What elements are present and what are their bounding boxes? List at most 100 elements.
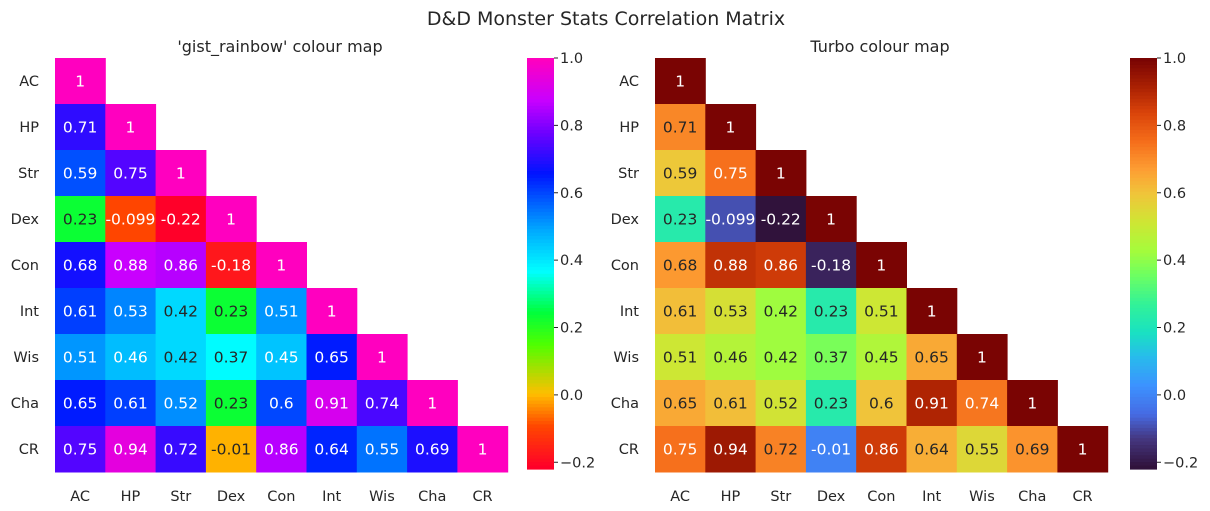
colorbar-segment [1130,407,1157,412]
colorbar-segment [527,287,554,292]
colorbar-segment [527,92,554,97]
heatmap-cell [906,288,958,335]
heatmap-cell [55,380,106,427]
colorbar-segment [1130,332,1157,337]
colorbar-segment [527,407,554,412]
colorbar-segment [1130,136,1157,141]
colorbar-tick-label: 0.0 [1163,388,1186,404]
colorbar-segment [1130,373,1157,378]
colorbar-segment [1130,212,1157,217]
y-tick-label: CR [619,442,639,458]
colorbar-segment [527,294,554,299]
y-tick-label: Con [611,258,639,274]
heatmap-panel-gist-rainbow: 'gist_rainbow' colour map 1 0.71 1 0.59 0.75… [11,37,596,505]
cell-value-label: 0.88 [113,257,148,275]
colorbar-segment [527,273,554,278]
colorbar-segment [1130,400,1157,405]
colorbar-segment [527,140,554,145]
heatmap-cell [705,150,757,197]
y-tick-label: Wis [13,350,39,366]
heatmap-cell [256,334,307,381]
x-tick-label: Dex [217,489,246,505]
colorbar-segment [1130,465,1157,470]
cell-value-label: 0.23 [63,211,98,229]
colorbar-segment [1130,290,1157,295]
heatmap-cell [155,150,207,197]
colorbar-segment [527,239,554,244]
cell-value-label: 0.52 [763,395,798,413]
colorbar-segment [1130,229,1157,234]
colorbar-segment [1130,105,1157,110]
figure-title: D&D Monster Stats Correlation Matrix [427,8,785,30]
heatmap-cell [655,150,706,197]
colorbar-segment [527,181,554,186]
heatmap-cells: 1 0.71 1 0.59 0.75 1 0.23 -0.099 -0.22 1 0.68 0.88 0… [655,58,1109,473]
heatmap-cell [956,334,1008,381]
heatmap-cell [105,196,157,243]
cell-value-label: 0.75 [713,165,748,183]
cell-value-label: 0.53 [713,303,748,321]
heatmap-cell [805,334,857,381]
colorbar-segment [1130,352,1157,357]
colorbar-segment [527,208,554,213]
heatmap-cell [105,104,157,151]
heatmap-cell [755,196,807,243]
heatmap-cell [705,242,757,289]
cell-value-label: 0.42 [763,303,798,321]
colorbar-segment [1130,164,1157,169]
colorbar-segment [1130,280,1157,285]
colorbar-segment [527,126,554,131]
heatmap-cell [306,380,358,427]
colorbar-segment [1130,174,1157,179]
heatmap-cell [55,150,106,197]
x-tick-label: CR [472,489,492,505]
heatmap-cell [856,288,907,335]
colorbar-segment [1130,157,1157,162]
cell-value-label: 1 [675,73,685,91]
colorbar-segment [527,266,554,271]
colorbar-segment [1130,181,1157,186]
colorbar-segment [1130,147,1157,152]
colorbar-segment [1130,188,1157,193]
colorbar-tick-label: 0.2 [1163,321,1186,337]
heatmap-cell [705,104,757,151]
colorbar-segment [1130,424,1157,429]
heatmap-cell [155,380,207,427]
cell-value-label: 0.6 [269,395,294,413]
heatmap-cell [906,426,958,473]
colorbar-segment [527,414,554,419]
heatmap-cell [856,242,907,289]
heatmap-cell [705,288,757,335]
cell-value-label: 1 [1078,441,1088,459]
colorbar-segment [1130,427,1157,432]
colorbar-segment [1130,116,1157,121]
colorbar-segment [527,366,554,371]
colorbar-tick-label: 1.0 [1163,51,1186,67]
heatmap-cell [55,58,106,105]
colorbar-segment [1130,75,1157,80]
colorbar-segment [527,434,554,439]
colorbar-segment [1130,112,1157,117]
colorbar-segment [527,355,554,360]
colorbar-segment [527,379,554,384]
y-tick-label: Dex [611,212,640,228]
colorbar-segment [527,465,554,470]
colorbar-segment [527,136,554,141]
y-tick-label: AC [19,74,39,90]
colorbar-segment [527,332,554,337]
colorbar-segment [527,311,554,316]
heatmap-cell [1057,426,1109,473]
heatmap-cell [906,334,958,381]
cell-value-label: -0.01 [211,441,251,459]
cell-value-label: 0.46 [713,349,748,367]
colorbar-segment [1130,284,1157,289]
colorbar-segment [527,263,554,268]
heatmap-cell [105,288,157,335]
heatmap-cell [55,104,106,151]
colorbar-segment [1130,95,1157,100]
colorbar-segment [527,88,554,93]
x-tick-label: Wis [369,489,395,505]
x-tick-label: CR [1072,489,1092,505]
heatmap-cell [105,426,157,473]
